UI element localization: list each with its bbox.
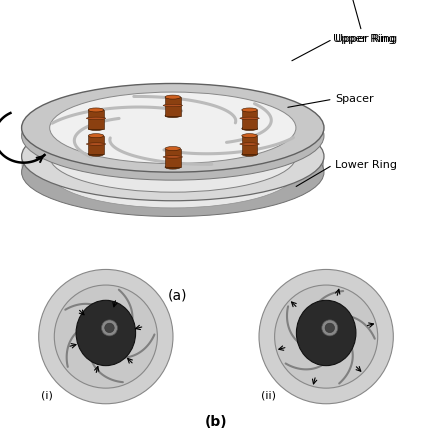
Text: (b): (b) [205, 415, 227, 429]
Polygon shape [165, 149, 181, 167]
Ellipse shape [22, 125, 324, 213]
Ellipse shape [88, 152, 104, 156]
Ellipse shape [50, 121, 296, 192]
Text: (a): (a) [167, 288, 187, 302]
Ellipse shape [22, 124, 324, 212]
Polygon shape [165, 97, 181, 116]
Polygon shape [88, 110, 104, 128]
Ellipse shape [88, 127, 104, 131]
Ellipse shape [275, 285, 378, 388]
Ellipse shape [163, 104, 182, 106]
Ellipse shape [22, 90, 324, 179]
Ellipse shape [22, 92, 324, 180]
Ellipse shape [22, 87, 324, 176]
Ellipse shape [50, 92, 296, 164]
Ellipse shape [165, 147, 181, 150]
Ellipse shape [240, 117, 259, 120]
Ellipse shape [22, 86, 324, 174]
Text: Upper Ring: Upper Ring [335, 34, 397, 44]
Ellipse shape [105, 323, 114, 333]
Polygon shape [242, 136, 257, 154]
Ellipse shape [163, 156, 182, 158]
Ellipse shape [22, 126, 324, 215]
Ellipse shape [242, 108, 257, 112]
Ellipse shape [86, 117, 106, 120]
Ellipse shape [50, 100, 296, 172]
Ellipse shape [39, 269, 173, 404]
Text: (ii): (ii) [261, 390, 276, 400]
Ellipse shape [165, 95, 181, 99]
Ellipse shape [102, 320, 118, 336]
Ellipse shape [88, 134, 104, 138]
Ellipse shape [259, 269, 393, 404]
Ellipse shape [22, 128, 324, 216]
Text: Upper Ring: Upper Ring [314, 0, 395, 44]
Ellipse shape [22, 89, 324, 178]
Ellipse shape [242, 152, 257, 156]
Ellipse shape [22, 119, 324, 208]
Ellipse shape [22, 121, 324, 209]
Polygon shape [88, 136, 104, 154]
Ellipse shape [240, 143, 259, 145]
Ellipse shape [22, 128, 324, 216]
Text: Spacer: Spacer [335, 94, 373, 104]
Ellipse shape [325, 323, 334, 333]
Ellipse shape [88, 108, 104, 112]
Ellipse shape [242, 127, 257, 131]
Polygon shape [242, 110, 257, 128]
Ellipse shape [50, 136, 296, 208]
Ellipse shape [242, 134, 257, 138]
Ellipse shape [76, 300, 136, 366]
Ellipse shape [322, 320, 338, 336]
Ellipse shape [296, 300, 356, 366]
Ellipse shape [165, 114, 181, 117]
Ellipse shape [22, 84, 324, 172]
Text: Lower Ring: Lower Ring [335, 160, 397, 170]
Ellipse shape [22, 117, 324, 205]
Ellipse shape [22, 84, 324, 173]
Text: (i): (i) [41, 390, 52, 400]
Ellipse shape [22, 114, 324, 202]
Ellipse shape [22, 115, 324, 204]
Ellipse shape [22, 118, 324, 206]
Ellipse shape [54, 285, 157, 388]
Ellipse shape [22, 92, 324, 180]
Ellipse shape [86, 143, 106, 145]
Ellipse shape [165, 165, 181, 169]
Ellipse shape [22, 88, 324, 177]
Ellipse shape [22, 112, 324, 201]
Ellipse shape [22, 112, 324, 201]
Ellipse shape [22, 122, 324, 211]
Ellipse shape [22, 84, 324, 172]
